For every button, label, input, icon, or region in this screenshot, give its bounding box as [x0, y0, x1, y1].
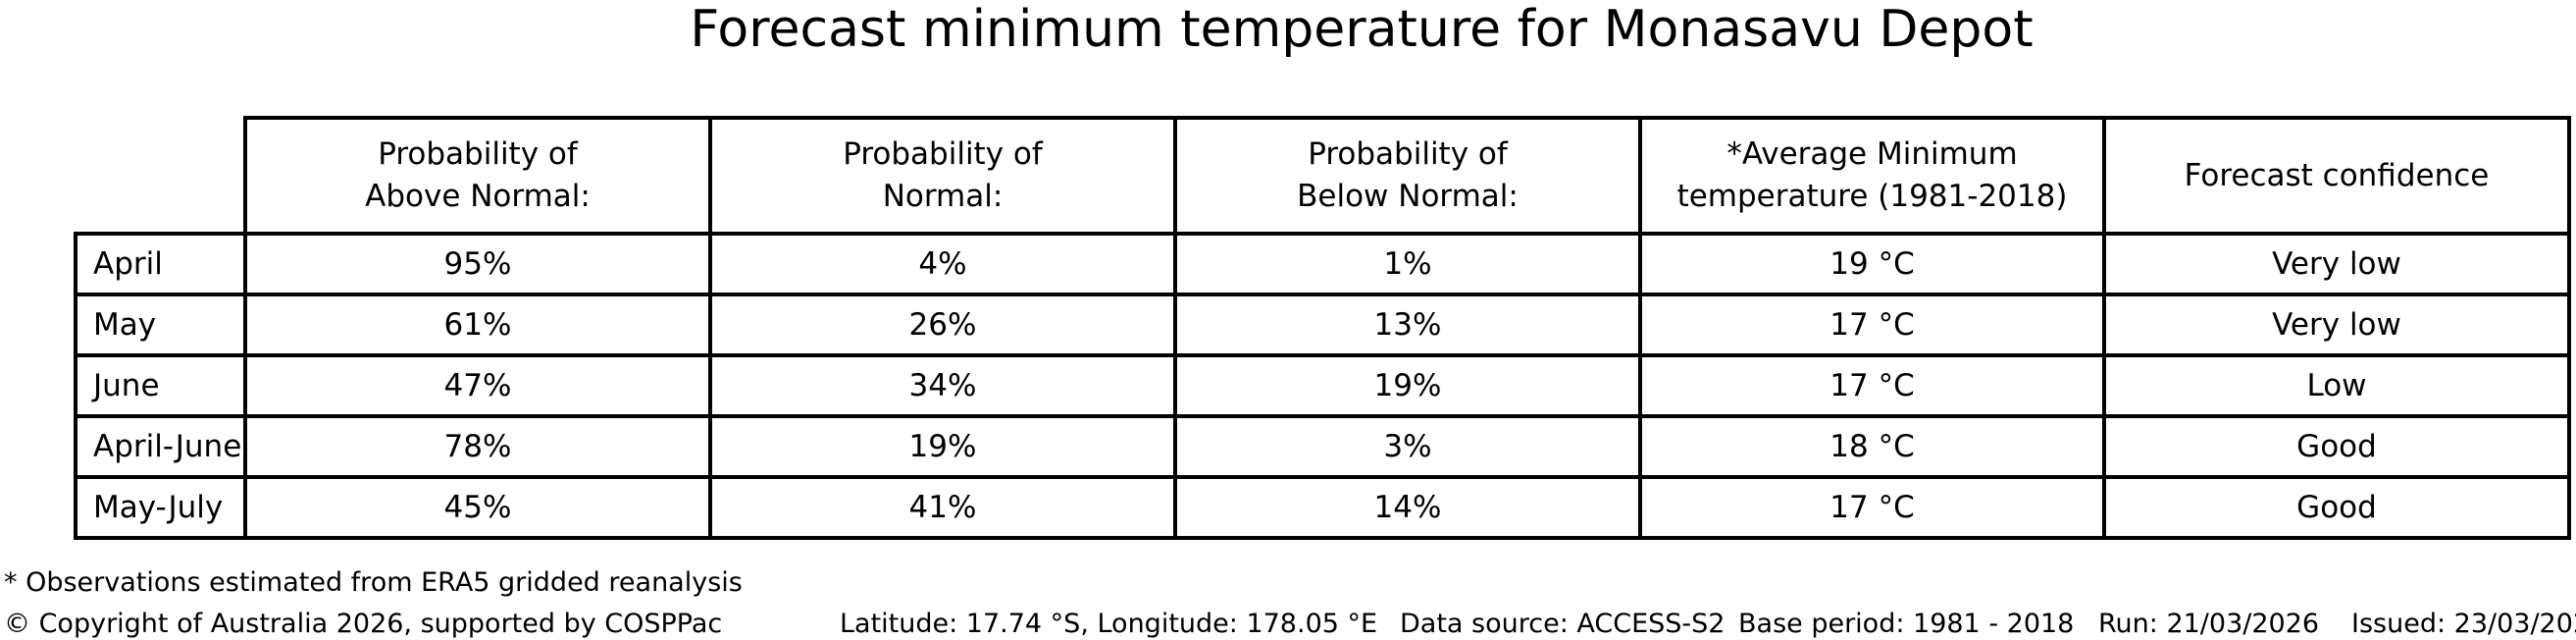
table-cell: Very low: [2102, 293, 2571, 357]
table-cell: 1%: [1173, 232, 1642, 296]
table-row-april-june: April-June 78% 19% 3% 18 °C Good: [74, 414, 2571, 479]
header-row: Probability of Above Normal: Probability…: [76, 116, 2571, 236]
col-header-normal: Probability of Normal:: [708, 116, 1177, 236]
table-cell: 19%: [708, 414, 1177, 479]
row-label-may-july: May-July: [74, 475, 247, 540]
issued-date-text: Issued: 23/03/2026: [2351, 609, 2576, 639]
table-cell: 13%: [1173, 293, 1642, 357]
col-header-forecast-confidence: Forecast confidence: [2102, 116, 2571, 236]
table-cell: 47%: [243, 353, 712, 418]
page-title: Forecast minimum temperature for Monasav…: [690, 0, 2034, 59]
table-cell: 17 °C: [1638, 475, 2106, 540]
copyright-text: © Copyright of Australia 2026, supported…: [4, 609, 723, 639]
table-cell: 61%: [243, 293, 712, 357]
footer-bar: © Copyright of Australia 2026, supported…: [0, 609, 2576, 640]
table-cell: 4%: [708, 232, 1177, 296]
table-cell: 34%: [708, 353, 1177, 418]
row-label-april: April: [74, 232, 247, 296]
col-header-below-normal: Probability of Below Normal:: [1173, 116, 1642, 236]
col-header-above-normal: Probability of Above Normal:: [243, 116, 712, 236]
table-cell: 17 °C: [1638, 353, 2106, 418]
data-source-text: Data source: ACCESS-S2: [1400, 609, 1726, 639]
table-cell: 3%: [1173, 414, 1642, 479]
table-row-june: June 47% 34% 19% 17 °C Low: [74, 353, 2571, 418]
row-label-may: May: [74, 293, 247, 357]
table-cell: 41%: [708, 475, 1177, 540]
table-cell: 18 °C: [1638, 414, 2106, 479]
table-cell: 19%: [1173, 353, 1642, 418]
coordinates-text: Latitude: 17.74 °S, Longitude: 178.05 °E: [840, 609, 1378, 639]
table-cell: Good: [2102, 414, 2571, 479]
blank-corner-cell: [76, 118, 245, 234]
footnote-observations: * Observations estimated from ERA5 gridd…: [4, 567, 743, 598]
table-row-april: April 95% 4% 1% 19 °C Very low: [74, 232, 2571, 296]
row-label-april-june: April-June: [74, 414, 247, 479]
table-cell: 19 °C: [1638, 232, 2106, 296]
table-cell: 17 °C: [1638, 293, 2106, 357]
table-cell: 95%: [243, 232, 712, 296]
table-cell: 14%: [1173, 475, 1642, 540]
base-period-text: Base period: 1981 - 2018: [1738, 609, 2075, 639]
table-cell: Good: [2102, 475, 2571, 540]
forecast-table: Probability of Above Normal: Probability…: [74, 116, 2571, 540]
table-cell: 45%: [243, 475, 712, 540]
row-label-june: June: [74, 353, 247, 418]
table-cell: Very low: [2102, 232, 2571, 296]
table-row-may-july: May-July 45% 41% 14% 17 °C Good: [74, 475, 2571, 540]
table-cell: 78%: [243, 414, 712, 479]
table-cell: Low: [2102, 353, 2571, 418]
run-date-text: Run: 21/03/2026: [2098, 609, 2320, 639]
table-cell: 26%: [708, 293, 1177, 357]
table-row-may: May 61% 26% 13% 17 °C Very low: [74, 293, 2571, 357]
col-header-average-minimum-temperature: *Average Minimum temperature (1981-2018): [1638, 116, 2106, 236]
